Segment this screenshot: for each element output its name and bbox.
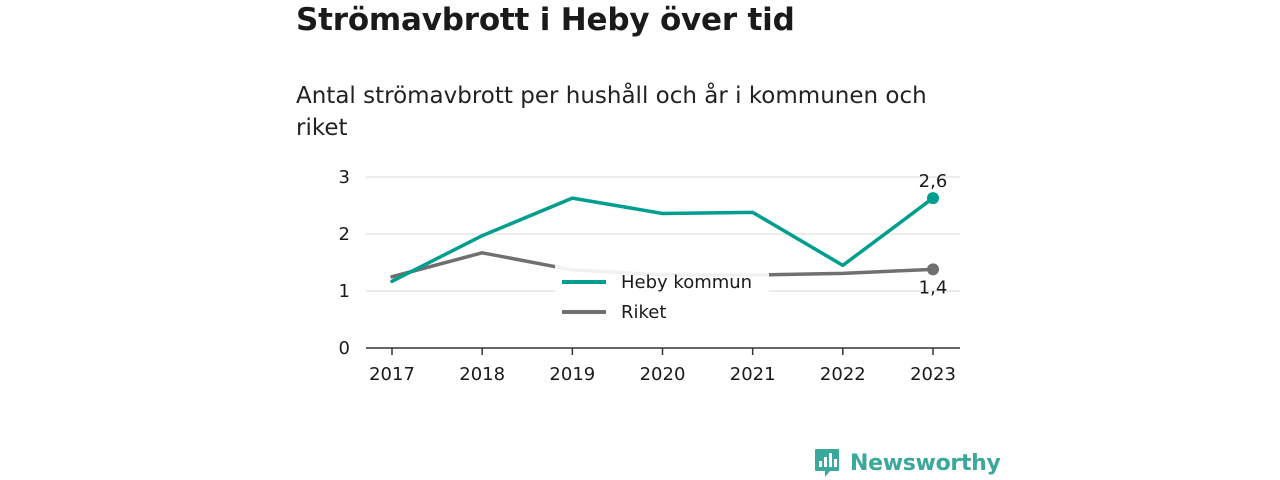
x-tick-label: 2019 xyxy=(549,364,595,385)
y-tick-label: 2 xyxy=(339,224,350,245)
x-tick-label: 2023 xyxy=(910,364,956,385)
newsworthy-logo: Newsworthy xyxy=(814,446,1001,480)
y-tick-label: 0 xyxy=(339,338,350,359)
data-point-heby-kommun xyxy=(927,192,939,205)
chart-title: Strömavbrott i Heby över tid xyxy=(296,2,795,38)
x-tick-label: 2017 xyxy=(369,364,415,385)
logo-text: Newsworthy xyxy=(850,450,1001,476)
y-tick-label: 1 xyxy=(339,281,350,302)
chart-subtitle: Antal strömavbrott per hushåll och år i … xyxy=(296,83,927,141)
end-value-label: 1,4 xyxy=(919,277,948,298)
legend-label-riket: Riket xyxy=(621,302,666,323)
newsworthy-logo-icon xyxy=(815,449,839,477)
end-value-label: 2,6 xyxy=(919,171,948,192)
x-tick-label: 2020 xyxy=(640,364,686,385)
y-tick-label: 3 xyxy=(339,167,350,188)
x-tick-label: 2021 xyxy=(730,364,776,385)
legend-background xyxy=(555,264,769,330)
x-tick-label: 2022 xyxy=(820,364,866,385)
x-axis-ticks: 2017 2018 2019 2020 2021 2022 2023 xyxy=(369,348,956,385)
data-labels: 2,6 1,4 xyxy=(919,171,948,298)
series-line-heby-kommun xyxy=(390,196,935,284)
x-tick-label: 2018 xyxy=(459,364,505,385)
legend: Heby kommun Riket xyxy=(555,264,769,330)
data-point-riket xyxy=(927,263,939,276)
legend-label-heby-kommun: Heby kommun xyxy=(621,272,752,293)
y-axis-ticks: 0 1 2 3 xyxy=(339,167,350,359)
